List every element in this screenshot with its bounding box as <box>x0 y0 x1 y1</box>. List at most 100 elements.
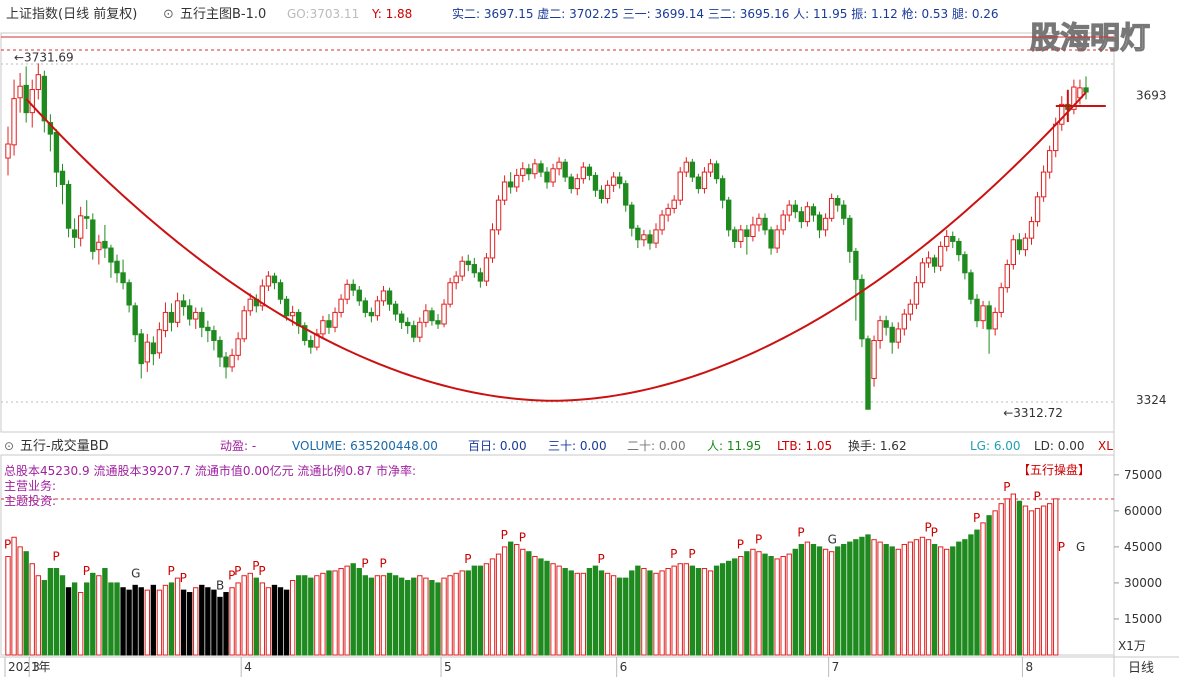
volume-bar <box>598 570 605 656</box>
volume-bar <box>871 539 877 656</box>
candle-body <box>314 333 320 348</box>
candle-body <box>1028 221 1035 239</box>
volume-bar <box>956 541 962 656</box>
volume-signal-label: P <box>598 552 605 566</box>
volume-bar <box>726 560 732 656</box>
volume-signal-label: P <box>168 564 175 578</box>
volume-tick-label: 45000 <box>1124 540 1162 554</box>
volume-bar <box>841 543 847 656</box>
volume-bar <box>962 539 968 656</box>
volume-bar <box>865 534 871 656</box>
candle-body <box>526 168 532 175</box>
volume-bar <box>701 568 708 656</box>
volume-bar <box>1028 510 1035 656</box>
volume-bar <box>895 548 901 656</box>
volume-bar <box>168 582 175 656</box>
volume-bar <box>992 510 998 656</box>
high-price-label: ←3731.69 <box>14 50 74 64</box>
candle-body <box>126 282 132 306</box>
volume-bar <box>277 587 284 656</box>
candle-body <box>1034 196 1041 223</box>
volume-bar <box>944 548 950 656</box>
go-label: GO:3703.11 <box>287 7 359 21</box>
volume-bar <box>544 560 550 656</box>
candle-body <box>338 298 344 313</box>
volume-bar <box>241 575 247 656</box>
y-label: Y: 1.88 <box>371 7 412 21</box>
volume-bar <box>853 539 859 656</box>
volume-bar <box>356 568 362 656</box>
candle-body <box>368 311 375 317</box>
candle-body <box>871 339 877 379</box>
volume-settings-icon[interactable]: ⊙ <box>4 439 14 453</box>
candle-body <box>174 300 181 323</box>
volume-bar <box>126 589 132 656</box>
volume-bar <box>326 570 332 656</box>
candle-body <box>853 250 859 280</box>
sanshi-label: 三十: 0.00 <box>548 439 607 453</box>
volume-bar <box>350 563 356 656</box>
volume-bar <box>199 584 205 656</box>
volume-bar <box>719 563 726 656</box>
volume-bar <box>744 551 750 656</box>
candle-body <box>550 168 556 183</box>
candle-body <box>792 204 798 213</box>
candle-body <box>804 206 811 223</box>
candle-body <box>96 241 102 251</box>
volume-unit: X1万 <box>1118 639 1146 653</box>
volume-bar <box>53 568 60 656</box>
volume-signal-label: P <box>361 557 368 571</box>
volume-bar <box>1053 498 1059 656</box>
volume-bar <box>501 546 508 656</box>
candle-body <box>489 229 496 259</box>
volume-signal-label: P <box>228 569 235 583</box>
volume-bar <box>1010 493 1017 656</box>
volume-bar <box>889 546 895 656</box>
candle-body <box>907 303 914 315</box>
candle-body <box>701 171 708 190</box>
candle-body <box>1010 239 1017 266</box>
volume-bar <box>308 577 314 656</box>
volume-bar <box>405 580 411 656</box>
indicator-name[interactable]: 五行主图B-1.0 <box>180 7 266 22</box>
volume-bar <box>623 577 629 656</box>
candle-body <box>950 235 956 242</box>
volume-bar <box>229 587 235 656</box>
candle-body <box>108 247 114 263</box>
candle-body <box>386 290 393 305</box>
volume-value: VOLUME: 635200448.00 <box>292 439 438 453</box>
candle-body <box>1046 150 1053 173</box>
volume-bar <box>477 565 484 656</box>
candle-body <box>162 311 169 332</box>
indicator-toggle-icon[interactable]: ⊙ <box>163 7 174 22</box>
candle-body <box>732 229 738 242</box>
volume-bar <box>592 565 599 656</box>
candle-body <box>205 326 211 332</box>
volume-bar <box>423 577 429 656</box>
candle-body <box>659 214 665 231</box>
candle-body <box>17 85 23 99</box>
candle-body <box>592 174 599 191</box>
volume-bar <box>1004 498 1010 656</box>
candle-body <box>762 217 768 231</box>
volume-bar <box>180 589 187 656</box>
volume-bar <box>459 570 465 656</box>
candle-body <box>193 311 199 320</box>
volume-bar <box>235 582 241 656</box>
candle-body <box>998 287 1004 313</box>
candle-body <box>604 184 611 200</box>
volume-bar <box>786 553 792 656</box>
volume-bar <box>211 589 217 656</box>
volume-bar <box>604 572 611 656</box>
period-label: 日线 <box>1128 661 1154 676</box>
volume-bar <box>520 548 526 656</box>
candle-body <box>362 300 368 313</box>
volume-bar <box>65 587 72 656</box>
candle-body <box>744 229 750 237</box>
candle-body <box>835 198 841 206</box>
volume-tick-label: 60000 <box>1124 504 1162 518</box>
candle-body <box>992 311 998 330</box>
volume-bar <box>774 558 780 656</box>
volume-signal-label: P <box>688 547 695 561</box>
